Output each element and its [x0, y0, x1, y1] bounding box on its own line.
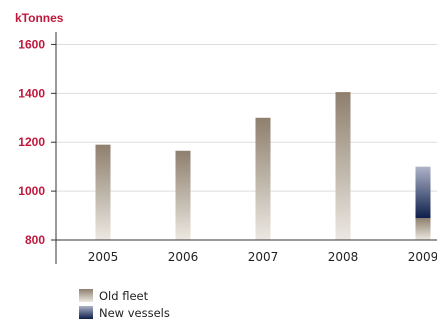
x-tick-label: 2007: [248, 250, 279, 264]
bar-new-vessels-2009: [415, 166, 431, 218]
legend-swatch-old-fleet: [79, 289, 93, 302]
bar-old-fleet-2009: [415, 218, 431, 240]
legend-label-old-fleet: Old fleet: [99, 289, 149, 303]
y-tick-label: 1200: [18, 135, 45, 149]
y-tick-label: 1400: [18, 86, 45, 100]
y-axis-unit-label: kTonnes: [15, 11, 64, 25]
y-tick-label: 1600: [18, 37, 45, 51]
bar-old-fleet-2007: [255, 117, 271, 240]
legend-label-new-vessels: New vessels: [99, 306, 170, 320]
x-tick-label: 2009: [408, 250, 437, 264]
y-tick-label: 1000: [18, 184, 45, 198]
bar-old-fleet-2008: [335, 92, 351, 240]
x-axis-ticks: 2005 2006 2007 2008 2009: [88, 250, 437, 264]
bar-old-fleet-2006: [175, 150, 191, 240]
bars: [95, 92, 431, 240]
bar-old-fleet-2005: [95, 144, 111, 240]
x-tick-label: 2005: [88, 250, 119, 264]
y-tick-label: 800: [25, 233, 45, 247]
x-tick-label: 2008: [328, 250, 359, 264]
x-tick-label: 2006: [168, 250, 199, 264]
y-axis-ticks: 800 1000 1200 1400 1600: [18, 37, 56, 247]
legend: Old fleet New vessels: [79, 289, 170, 320]
gridlines: [56, 43, 437, 192]
legend-swatch-new-vessels: [79, 306, 93, 319]
